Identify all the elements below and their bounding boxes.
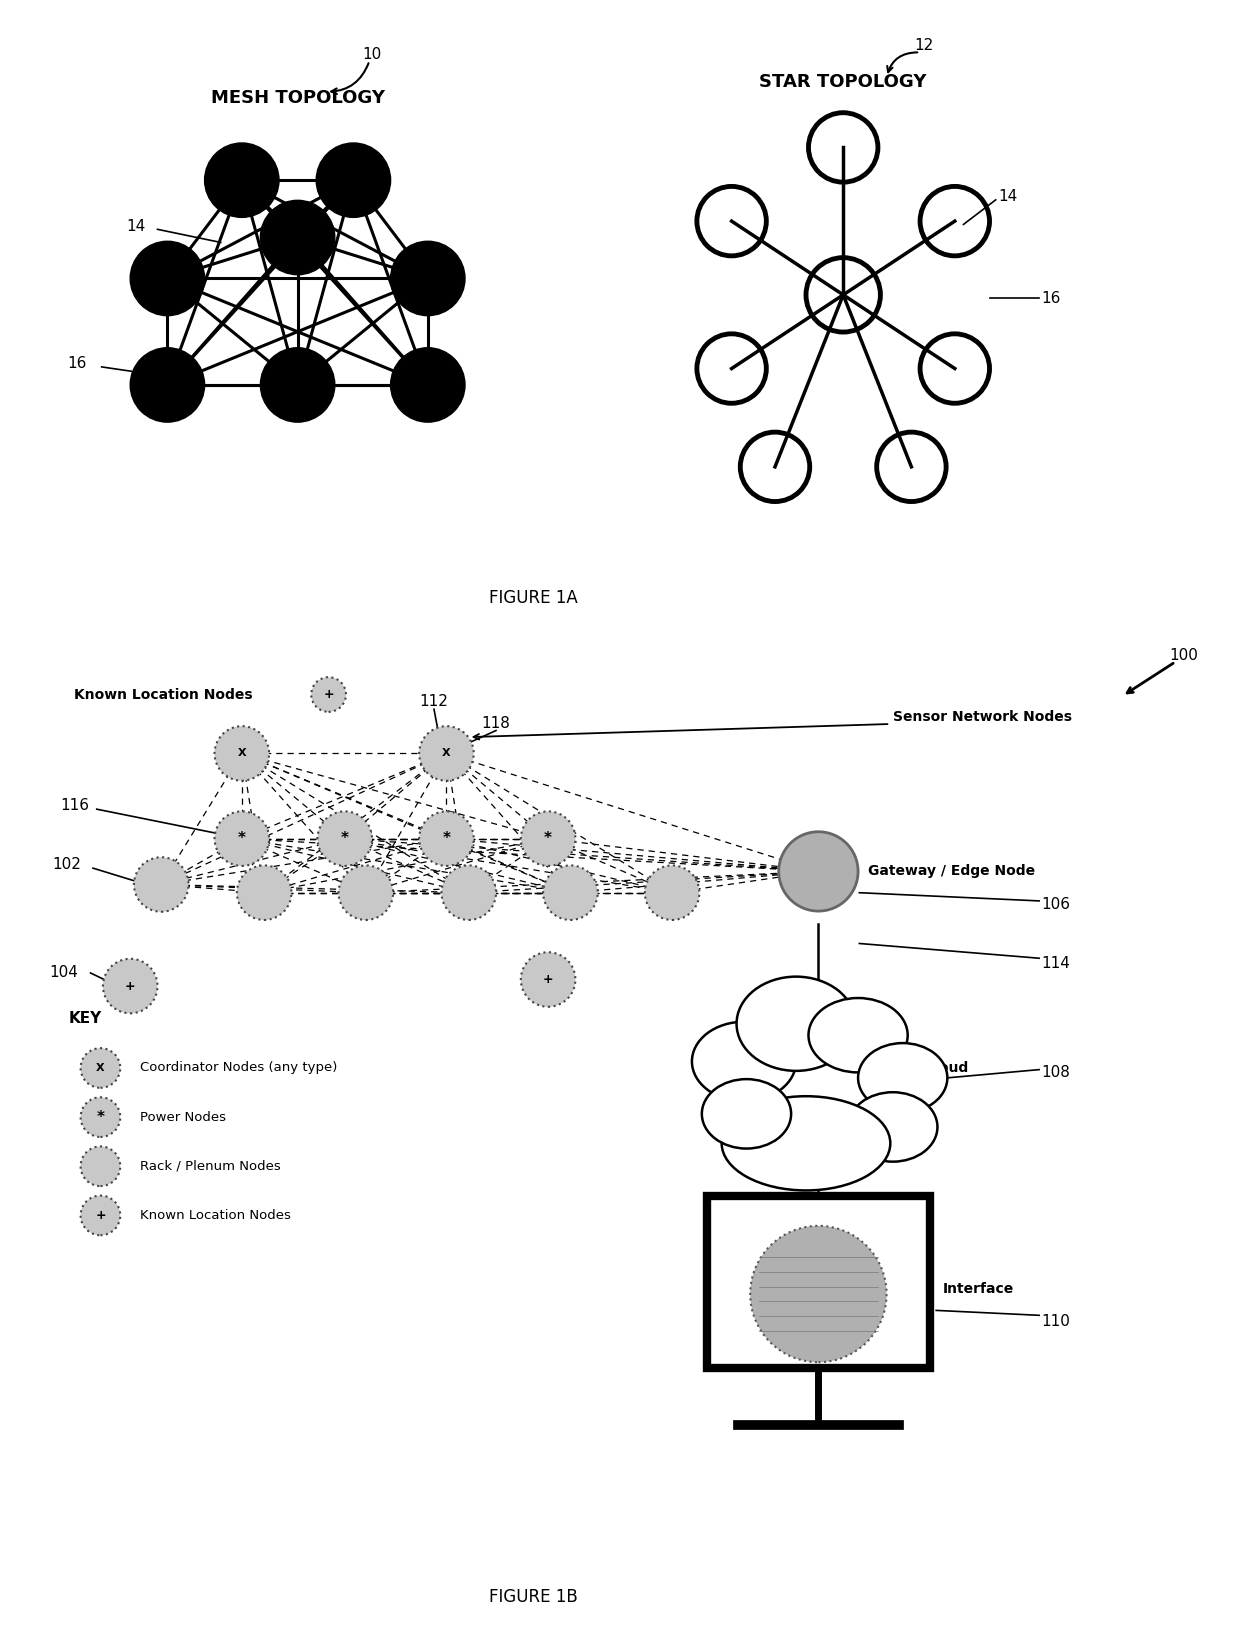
Text: *: * <box>238 830 246 847</box>
Text: STAR TOPOLOGY: STAR TOPOLOGY <box>759 74 928 90</box>
Ellipse shape <box>645 865 699 921</box>
Text: Gateway / Edge Node: Gateway / Edge Node <box>868 865 1035 878</box>
Text: Rack / Plenum Nodes: Rack / Plenum Nodes <box>140 1160 281 1173</box>
Ellipse shape <box>391 241 465 316</box>
Ellipse shape <box>260 347 335 423</box>
Text: +: + <box>95 1209 105 1222</box>
Text: KEY: KEY <box>68 1011 102 1027</box>
Text: *: * <box>544 830 552 847</box>
Ellipse shape <box>205 143 279 218</box>
Ellipse shape <box>317 811 372 867</box>
Ellipse shape <box>81 1196 120 1235</box>
Text: FIGURE 1A: FIGURE 1A <box>489 590 578 606</box>
Ellipse shape <box>848 1093 937 1161</box>
Text: Coordinator Nodes (any type): Coordinator Nodes (any type) <box>140 1061 337 1075</box>
Text: Sensor Network Nodes: Sensor Network Nodes <box>893 711 1071 724</box>
Ellipse shape <box>692 1022 796 1101</box>
Text: 116: 116 <box>60 798 89 814</box>
Text: X: X <box>238 749 246 758</box>
Ellipse shape <box>521 811 575 867</box>
Text: 100: 100 <box>1169 647 1199 663</box>
Text: 16: 16 <box>1042 290 1061 306</box>
Ellipse shape <box>391 347 465 423</box>
Text: 10: 10 <box>362 46 382 62</box>
Ellipse shape <box>441 865 496 921</box>
Ellipse shape <box>316 143 391 218</box>
Text: 14: 14 <box>126 218 146 234</box>
Text: *: * <box>341 830 348 847</box>
Text: Known Location Nodes: Known Location Nodes <box>140 1209 291 1222</box>
Ellipse shape <box>130 347 205 423</box>
Text: +: + <box>543 973 553 986</box>
Ellipse shape <box>81 1147 120 1186</box>
Ellipse shape <box>419 811 474 867</box>
Ellipse shape <box>722 1096 890 1191</box>
Ellipse shape <box>702 1079 791 1148</box>
Text: 102: 102 <box>52 857 81 873</box>
Text: Power Nodes: Power Nodes <box>140 1111 226 1124</box>
Ellipse shape <box>858 1043 947 1112</box>
Text: 12: 12 <box>914 38 934 54</box>
Text: 14: 14 <box>998 188 1018 205</box>
Text: Cloud: Cloud <box>924 1061 968 1075</box>
Ellipse shape <box>237 865 291 921</box>
Text: MESH TOPOLOGY: MESH TOPOLOGY <box>211 90 384 106</box>
Ellipse shape <box>215 726 269 781</box>
Ellipse shape <box>81 1048 120 1088</box>
Ellipse shape <box>521 952 575 1007</box>
Text: 110: 110 <box>1042 1314 1070 1330</box>
Ellipse shape <box>103 958 157 1014</box>
Text: 16: 16 <box>67 355 87 372</box>
Ellipse shape <box>311 676 346 713</box>
Ellipse shape <box>543 865 598 921</box>
Bar <box>707 1196 930 1368</box>
Ellipse shape <box>737 976 856 1071</box>
Text: X: X <box>443 749 450 758</box>
Text: 104: 104 <box>50 965 78 981</box>
Text: 114: 114 <box>1042 955 1070 971</box>
Ellipse shape <box>808 998 908 1073</box>
Ellipse shape <box>134 857 188 912</box>
Text: 118: 118 <box>481 716 511 732</box>
Text: Known Location Nodes: Known Location Nodes <box>74 688 253 701</box>
Text: 106: 106 <box>1042 896 1070 912</box>
Ellipse shape <box>339 865 393 921</box>
Text: FIGURE 1B: FIGURE 1B <box>489 1589 578 1605</box>
Text: +: + <box>324 688 334 701</box>
Ellipse shape <box>779 832 858 911</box>
Text: 108: 108 <box>1042 1065 1070 1081</box>
Ellipse shape <box>81 1097 120 1137</box>
Text: X: X <box>97 1063 104 1073</box>
Text: *: * <box>443 830 450 847</box>
Ellipse shape <box>260 200 335 275</box>
Ellipse shape <box>750 1225 887 1363</box>
Ellipse shape <box>215 811 269 867</box>
Text: 112: 112 <box>419 693 449 709</box>
Text: Interface: Interface <box>942 1283 1013 1296</box>
Text: *: * <box>97 1109 104 1125</box>
Ellipse shape <box>419 726 474 781</box>
Ellipse shape <box>130 241 205 316</box>
Text: +: + <box>125 980 135 993</box>
